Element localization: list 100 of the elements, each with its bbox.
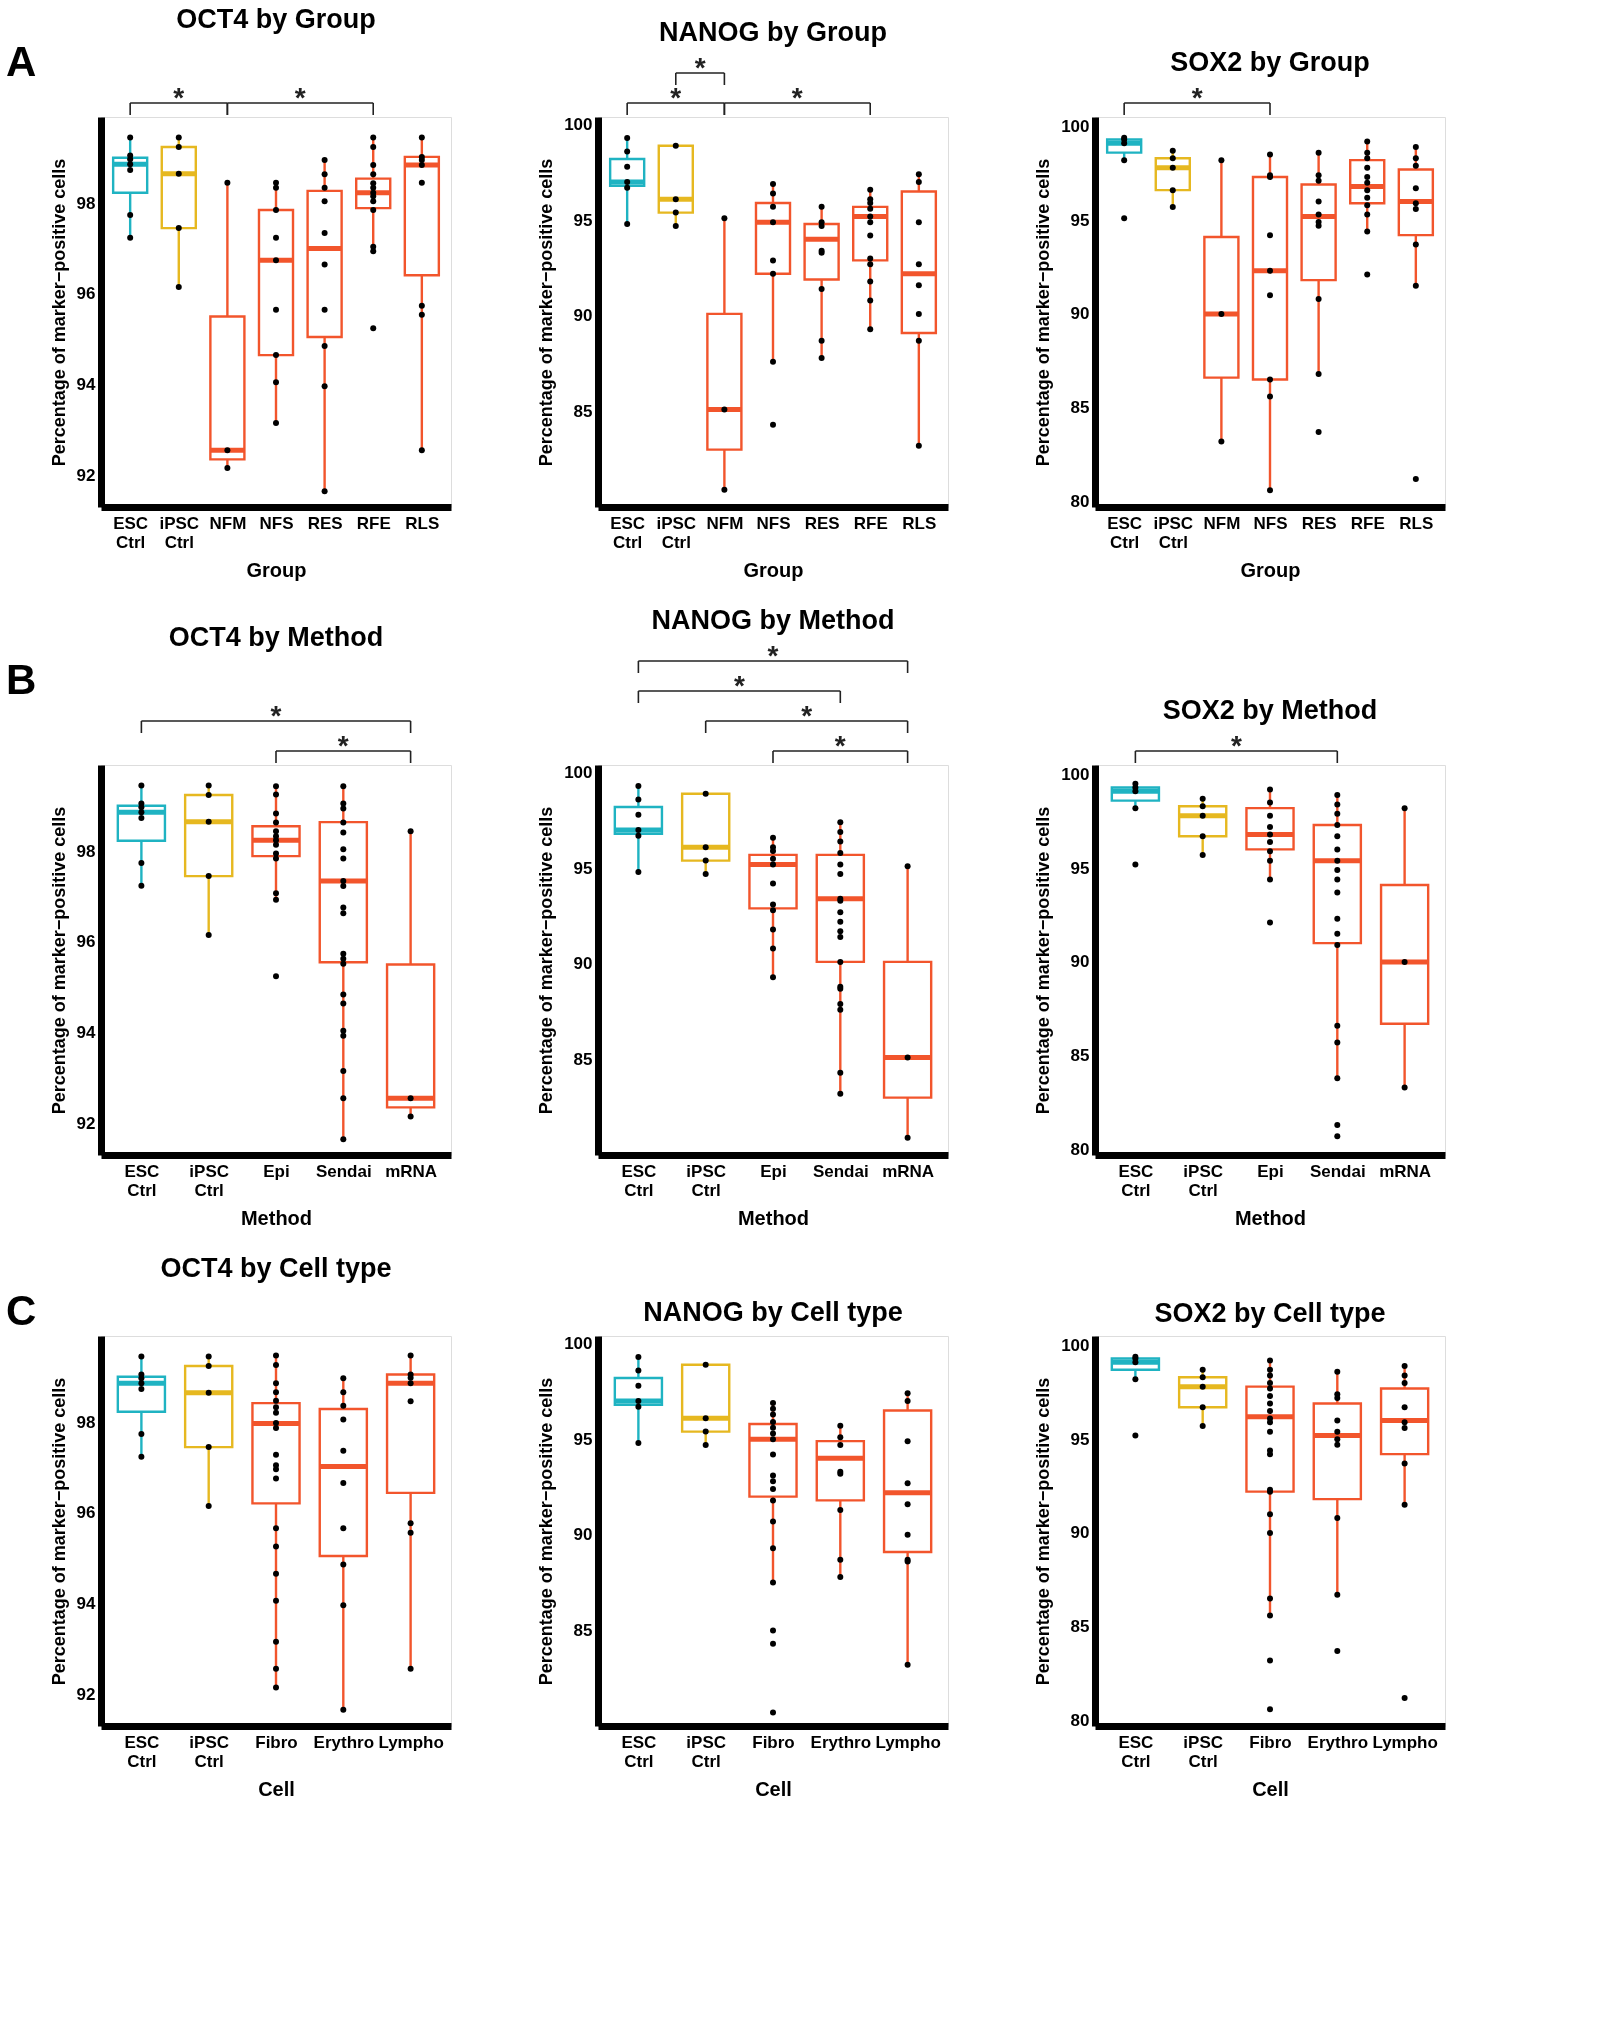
y-tick-label: 85: [573, 1620, 593, 1640]
y-axis-title: Percentage of marker−positive cells: [48, 806, 69, 1115]
y-tick-label: 100: [564, 115, 593, 135]
x-axis-title: Method: [737, 1206, 810, 1229]
x-tick-label: Erythro: [810, 1732, 872, 1752]
x-tick-label: Fibro: [752, 1732, 795, 1752]
x-tick-label: iPSC Ctrl: [656, 513, 697, 552]
x-tick-label: Fibro: [1249, 1732, 1292, 1752]
x-axis-title: Method: [1234, 1206, 1307, 1229]
chart-title: OCT4 by Method: [168, 622, 384, 652]
chart-title: NANOG by Method: [651, 605, 895, 635]
x-tick-label: RLS: [1399, 513, 1434, 533]
x-tick-label: ESC Ctrl: [621, 1161, 657, 1200]
x-tick-label: ESC Ctrl: [124, 1732, 160, 1771]
x-axis-title: Cell: [258, 1777, 295, 1800]
x-axis-title: Group: [1240, 558, 1301, 581]
y-tick-label: 92: [76, 465, 96, 485]
text: *: [337, 730, 349, 761]
y-axis-title: Percentage of marker−positive cells: [1033, 1377, 1054, 1686]
y-tick-label: 100: [564, 763, 593, 783]
x-tick-label: iPSC Ctrl: [159, 513, 200, 552]
x-tick-label: NFM: [1203, 513, 1241, 533]
y-tick-label: 100: [1061, 1335, 1090, 1355]
text: C: [6, 1287, 37, 1334]
chart-title: NANOG by Cell type: [643, 1296, 903, 1327]
x-tick-label: ESC Ctrl: [1118, 1732, 1154, 1771]
y-tick-label: 92: [76, 1684, 96, 1704]
x-tick-label: RES: [804, 513, 840, 533]
y-tick-label: 95: [1070, 1429, 1090, 1449]
x-tick-label: Sendai: [812, 1161, 869, 1181]
y-axis-title: Percentage of marker−positive cells: [536, 806, 557, 1115]
x-tick-label: ESC Ctrl: [610, 513, 646, 552]
y-tick-label: 90: [1070, 304, 1090, 324]
x-tick-label: ESC Ctrl: [1107, 513, 1143, 552]
x-tick-label: iPSC Ctrl: [189, 1161, 230, 1200]
y-tick-label: 100: [1061, 764, 1090, 784]
x-tick-label: ESC Ctrl: [124, 1161, 160, 1200]
y-tick-label: 85: [1070, 398, 1090, 418]
text: *: [670, 82, 682, 113]
y-tick-label: 100: [1061, 116, 1090, 136]
x-tick-label: ESC Ctrl: [1118, 1161, 1154, 1200]
x-tick-label: RES: [307, 513, 343, 533]
x-tick-label: RLS: [902, 513, 937, 533]
x-tick-label: iPSC Ctrl: [1183, 1732, 1224, 1771]
y-axis-title: Percentage of marker−positive cells: [1033, 806, 1054, 1115]
text: *: [173, 82, 185, 113]
x-tick-label: iPSC Ctrl: [686, 1732, 727, 1771]
x-tick-label: Epi: [760, 1161, 787, 1181]
x-tick-label: Epi: [263, 1161, 290, 1181]
x-tick-label: RFE: [356, 513, 391, 533]
x-tick-label: mRNA: [385, 1161, 438, 1181]
x-tick-label: Fibro: [255, 1732, 298, 1752]
x-tick-label: RFE: [853, 513, 888, 533]
y-tick-label: 90: [1070, 1523, 1090, 1543]
text: A: [6, 38, 37, 85]
text: *: [1191, 82, 1203, 113]
x-axis-title: Cell: [1252, 1777, 1289, 1800]
x-tick-label: NFS: [756, 513, 791, 533]
x-tick-label: iPSC Ctrl: [1153, 513, 1194, 552]
x-tick-label: Lympho: [875, 1732, 941, 1752]
y-tick-label: 85: [1070, 1617, 1090, 1637]
y-axis-title: Percentage of marker−positive cells: [48, 1377, 69, 1686]
x-tick-label: RLS: [405, 513, 440, 533]
y-tick-label: 96: [76, 932, 96, 952]
y-tick-label: 85: [573, 1049, 593, 1069]
x-tick-label: NFM: [706, 513, 744, 533]
x-tick-label: ESC Ctrl: [113, 513, 149, 552]
x-tick-label: RES: [1301, 513, 1337, 533]
x-tick-label: NFS: [1253, 513, 1288, 533]
y-axis-title: Percentage of marker−positive cells: [1033, 158, 1054, 467]
y-tick-label: 98: [76, 1412, 96, 1432]
x-tick-label: Lympho: [378, 1732, 444, 1752]
chart-title: OCT4 by Cell type: [160, 1253, 392, 1283]
x-tick-label: Epi: [1257, 1161, 1284, 1181]
chart-title: SOX2 by Cell type: [1154, 1298, 1386, 1328]
x-tick-label: RFE: [1350, 513, 1385, 533]
y-tick-label: 90: [573, 954, 593, 974]
y-tick-label: 80: [1070, 1139, 1090, 1159]
text: *: [801, 700, 813, 731]
text: *: [834, 730, 846, 761]
x-tick-label: ESC Ctrl: [621, 1732, 657, 1771]
y-tick-label: 96: [76, 1503, 96, 1523]
x-tick-label: iPSC Ctrl: [1183, 1161, 1224, 1200]
y-tick-label: 100: [564, 1334, 593, 1354]
chart-title: SOX2 by Method: [1162, 695, 1378, 725]
x-axis-title: Group: [743, 558, 804, 581]
y-tick-label: 80: [1070, 491, 1090, 511]
y-tick-label: 96: [76, 284, 96, 304]
text: *: [270, 700, 282, 731]
chart-title: OCT4 by Group: [176, 4, 376, 34]
x-tick-label: Sendai: [1309, 1161, 1366, 1181]
y-tick-label: 95: [573, 1429, 593, 1449]
x-tick-label: Erythro: [313, 1732, 375, 1752]
y-tick-label: 90: [573, 306, 593, 326]
y-tick-label: 95: [1070, 858, 1090, 878]
y-tick-label: 85: [1070, 1046, 1090, 1066]
text: *: [733, 670, 745, 701]
x-tick-label: Lympho: [1372, 1732, 1438, 1752]
text: *: [294, 82, 306, 113]
y-tick-label: 94: [76, 1594, 97, 1614]
